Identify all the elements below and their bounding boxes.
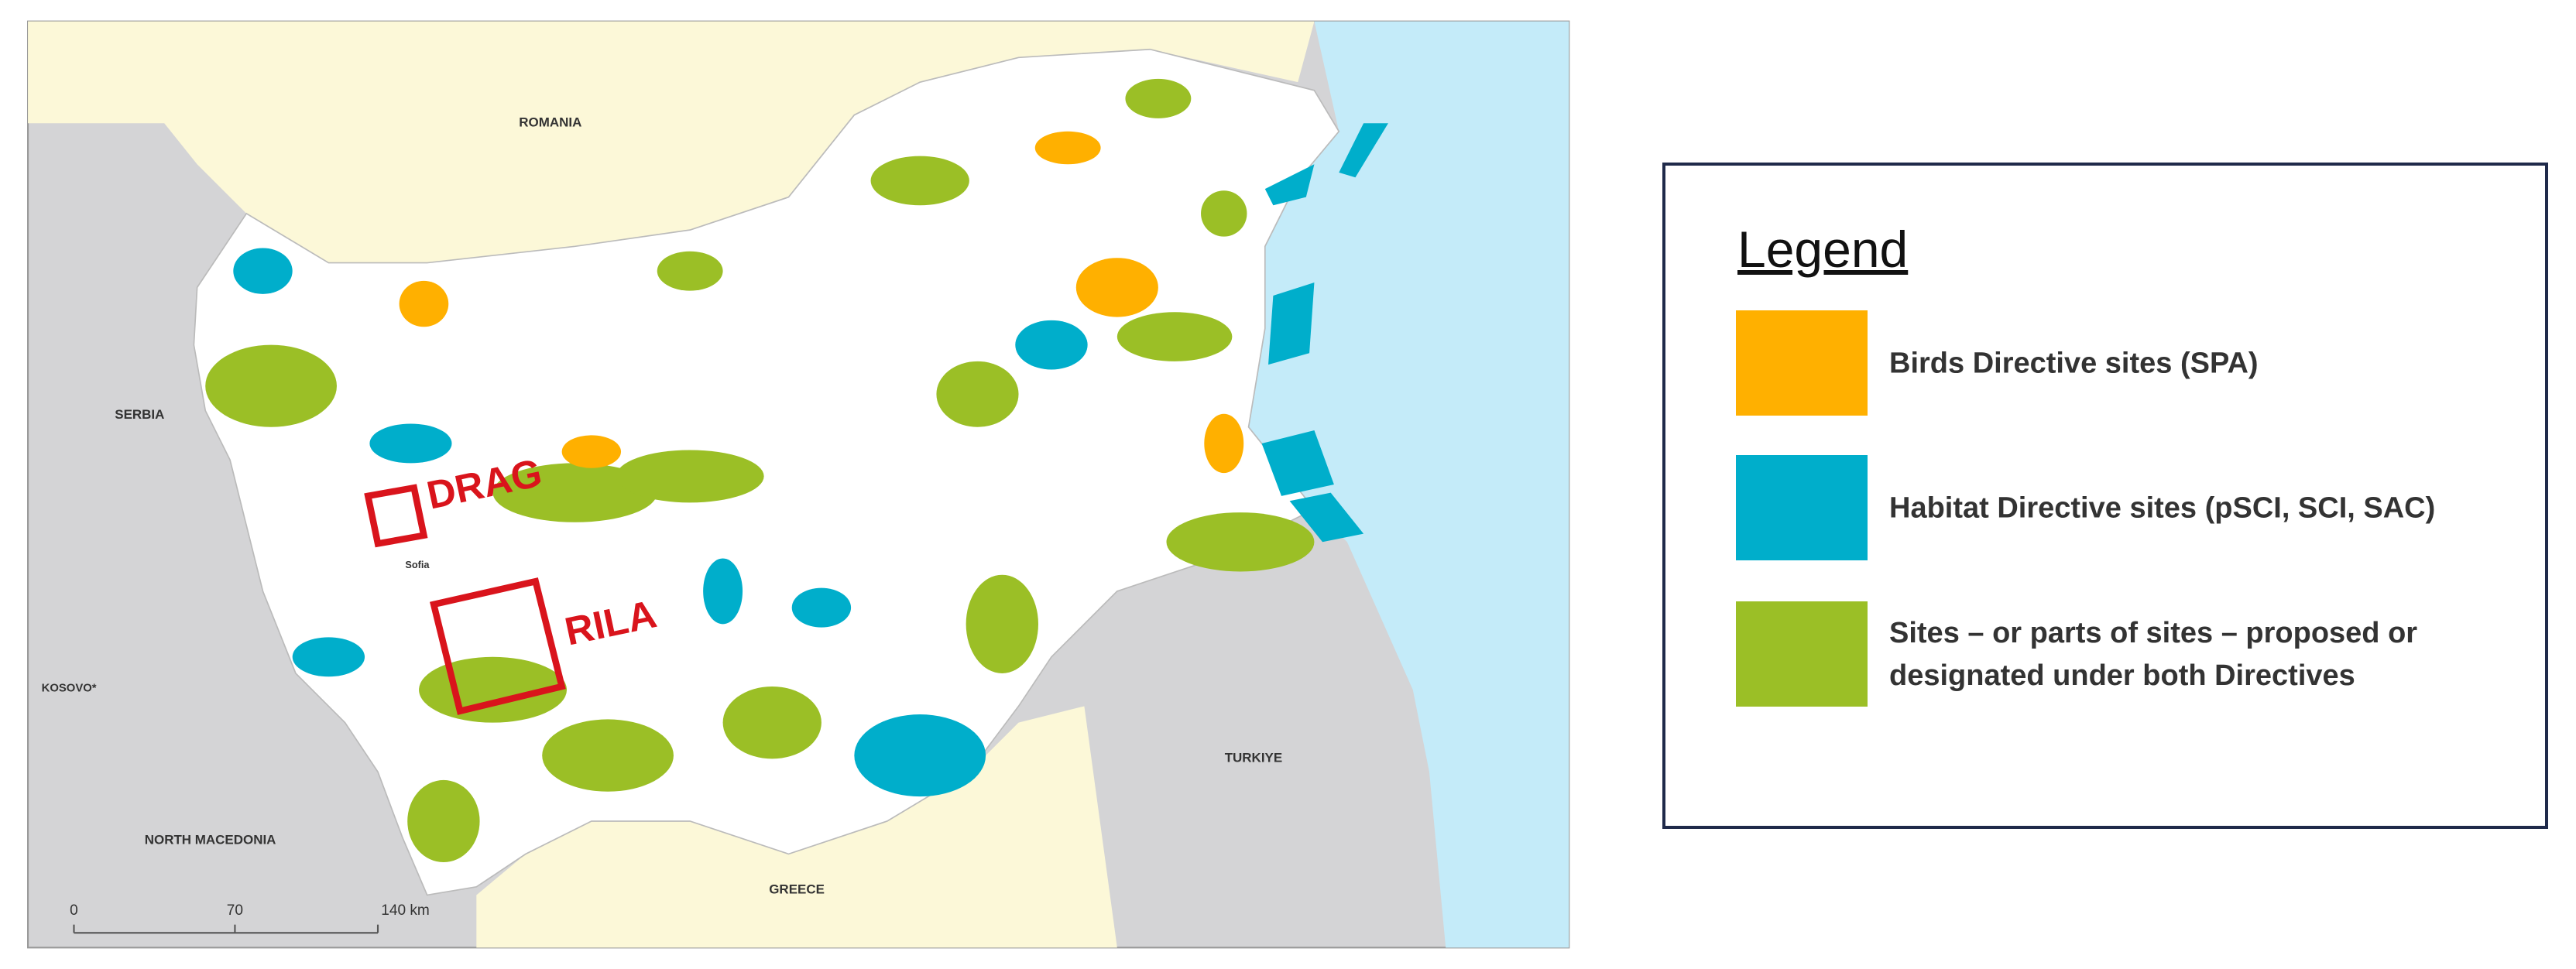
- marker-box: [364, 484, 428, 548]
- site: [1116, 312, 1233, 361]
- scale-label: 70: [227, 902, 243, 919]
- site: [791, 587, 852, 628]
- country-label: ROMANIA: [519, 115, 581, 129]
- markers: [364, 484, 566, 715]
- site: [616, 450, 764, 503]
- site: [1166, 512, 1315, 572]
- legend-label: Sites – or parts of sites – proposed or …: [1889, 616, 2418, 692]
- site: [399, 280, 449, 327]
- legend-label: Birds Directive sites (SPA): [1889, 347, 2259, 380]
- site: [657, 251, 723, 291]
- city-label: Sofia: [405, 559, 430, 570]
- site: [1289, 492, 1364, 543]
- site: [703, 558, 743, 625]
- site: [1339, 123, 1388, 178]
- scale-label: 140 km: [381, 902, 430, 919]
- site: [870, 156, 969, 206]
- site: [233, 248, 293, 294]
- site: [854, 714, 986, 797]
- site: [936, 361, 1019, 427]
- country-label: KOSOVO*: [42, 682, 97, 694]
- greece: [476, 706, 1117, 948]
- site: [561, 435, 622, 468]
- site: [369, 423, 452, 464]
- scale-bar: [73, 924, 379, 934]
- site: [966, 574, 1038, 674]
- legend-label: Habitat Directive sites (pSCI, SCI, SAC): [1889, 491, 2436, 525]
- site: [205, 344, 337, 427]
- site: [1204, 413, 1244, 474]
- site: [1268, 282, 1315, 365]
- site: [1264, 164, 1315, 206]
- site: [292, 637, 365, 677]
- offshore-sites: [1261, 123, 1388, 543]
- site: [1125, 78, 1192, 118]
- romania: [28, 21, 1315, 263]
- marker-box: [430, 577, 566, 715]
- legend-swatch: [1736, 455, 1868, 560]
- black-sea: [1248, 21, 1569, 948]
- legend-swatch: [1736, 601, 1868, 707]
- country-label: SERBIA: [115, 407, 164, 422]
- site: [1201, 190, 1247, 237]
- legend-swatch: [1736, 310, 1868, 416]
- legend: Legend Birds Directive sites (SPA) Habita…: [1662, 163, 2548, 829]
- site: [1015, 320, 1088, 370]
- site: [542, 719, 674, 792]
- site: [722, 686, 822, 759]
- country-label: NORTH MACEDONIA: [145, 833, 276, 847]
- site: [492, 463, 657, 522]
- site: [1034, 131, 1101, 165]
- country-label: GREECE: [769, 882, 825, 896]
- legend-item: Habitat Directive sites (pSCI, SCI, SAC): [1736, 455, 2510, 562]
- site: [1261, 430, 1334, 496]
- legend-item: Sites – or parts of sites – proposed or …: [1736, 601, 2510, 708]
- site: [1075, 258, 1158, 317]
- country-label: TURKIYE: [1225, 751, 1282, 765]
- legend-item: Birds Directive sites (SPA): [1736, 310, 2510, 417]
- legend-title: Legend: [1737, 221, 1909, 278]
- scale-label: 0: [70, 902, 78, 919]
- site: [407, 779, 480, 863]
